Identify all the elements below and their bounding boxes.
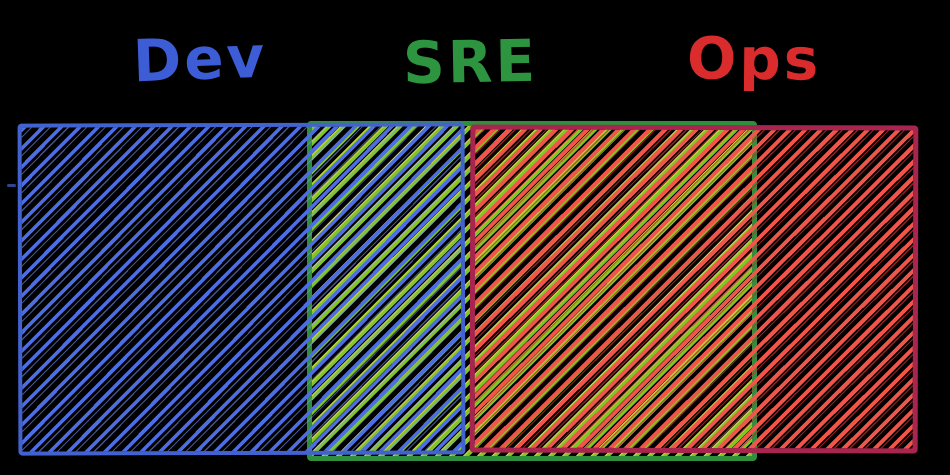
ops-band-rect	[469, 124, 919, 454]
label-sre: SRE	[402, 26, 539, 98]
sketch-stray-tick	[7, 184, 16, 187]
label-dev: Dev	[131, 22, 269, 96]
label-ops: Ops	[686, 24, 822, 94]
dev-band-rect	[17, 122, 466, 456]
